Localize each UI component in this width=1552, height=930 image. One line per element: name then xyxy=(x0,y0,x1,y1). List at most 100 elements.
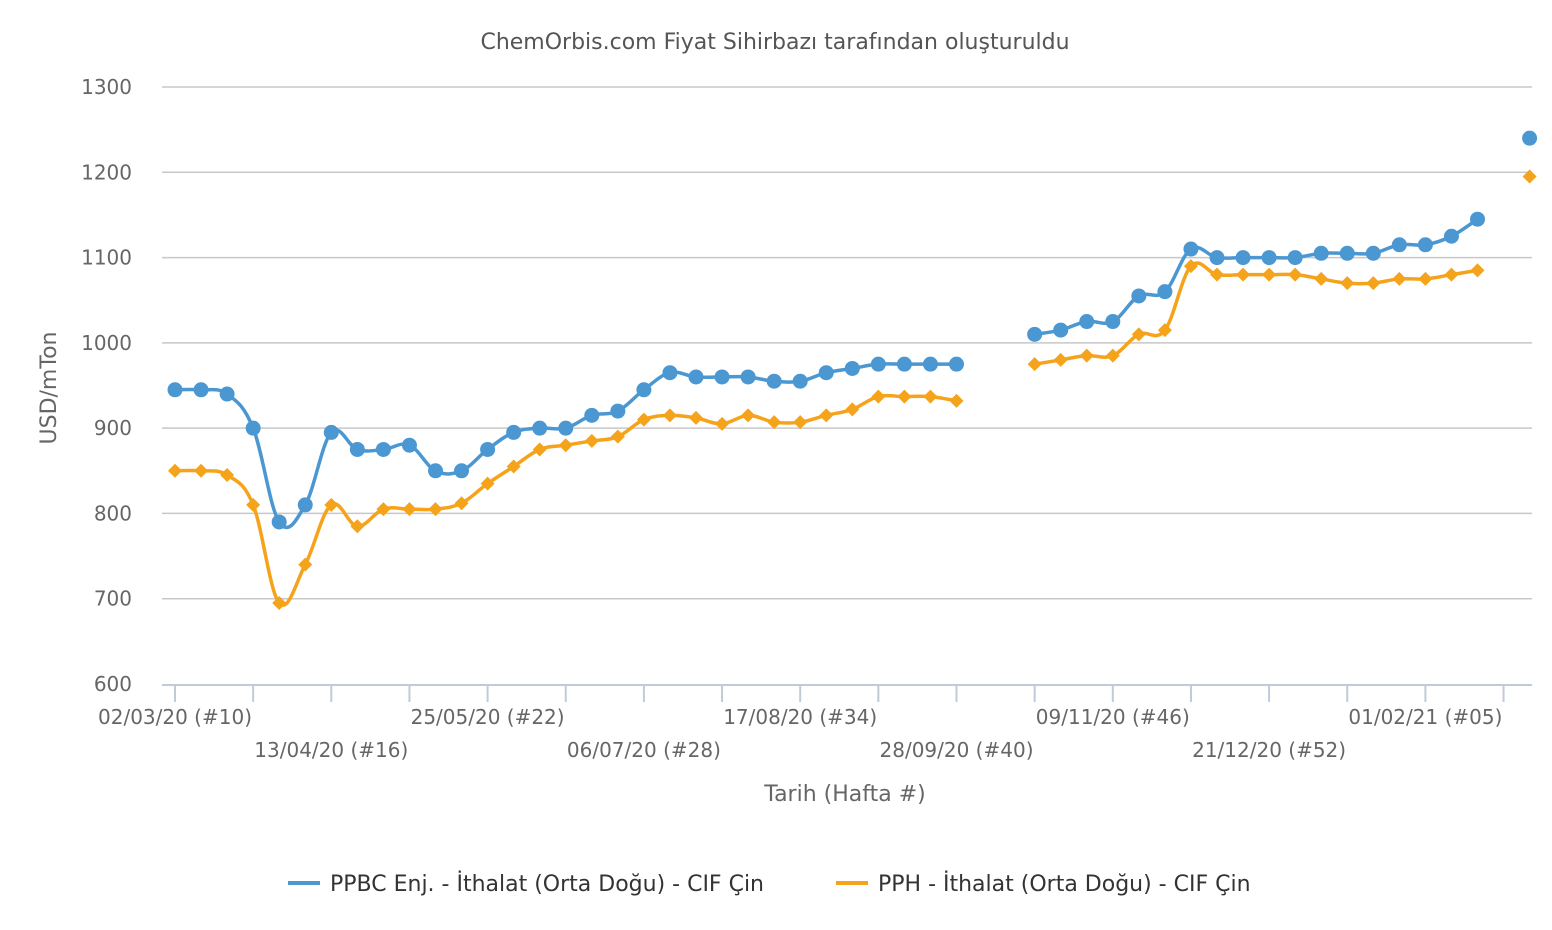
data-point[interactable] xyxy=(1210,267,1224,282)
data-point[interactable] xyxy=(480,441,496,457)
data-point[interactable] xyxy=(454,496,469,511)
data-point[interactable] xyxy=(558,420,574,436)
data-point[interactable] xyxy=(401,437,417,453)
data-point[interactable] xyxy=(871,389,886,404)
data-point[interactable] xyxy=(349,441,365,457)
data-point[interactable] xyxy=(793,415,808,430)
data-point[interactable] xyxy=(1209,250,1225,266)
data-point[interactable] xyxy=(1053,322,1069,338)
data-point[interactable] xyxy=(1236,267,1251,282)
data-point[interactable] xyxy=(1261,250,1277,266)
data-point[interactable] xyxy=(298,557,313,572)
data-point[interactable] xyxy=(1470,211,1485,227)
data-point[interactable] xyxy=(949,393,964,408)
data-point[interactable] xyxy=(324,497,339,512)
data-point[interactable] xyxy=(688,369,704,385)
data-point[interactable] xyxy=(194,463,209,478)
data-point[interactable] xyxy=(1079,314,1095,330)
data-point[interactable] xyxy=(1053,352,1068,367)
data-point[interactable] xyxy=(428,463,443,479)
data-point[interactable] xyxy=(636,412,651,427)
data-point[interactable] xyxy=(1392,271,1407,286)
legend-item-pph[interactable]: PPH - İthalat (Orta Doğu) - CIF Çin xyxy=(836,871,1251,897)
data-point[interactable] xyxy=(1131,327,1146,342)
data-point[interactable] xyxy=(193,382,209,398)
data-point[interactable] xyxy=(1027,357,1042,372)
data-point[interactable] xyxy=(1262,267,1277,282)
data-point[interactable] xyxy=(1288,267,1303,282)
data-point[interactable] xyxy=(167,382,183,398)
data-point[interactable] xyxy=(662,408,677,423)
data-point[interactable] xyxy=(375,441,391,457)
data-point[interactable] xyxy=(1522,130,1538,146)
data-point[interactable] xyxy=(168,463,182,478)
data-point[interactable] xyxy=(323,424,339,440)
data-point[interactable] xyxy=(896,356,912,372)
data-point[interactable] xyxy=(532,442,547,457)
data-point[interactable] xyxy=(1287,250,1303,266)
data-point[interactable] xyxy=(454,463,470,479)
data-point[interactable] xyxy=(1340,276,1355,291)
data-point[interactable] xyxy=(689,410,703,425)
data-point[interactable] xyxy=(1444,267,1459,282)
data-point[interactable] xyxy=(870,356,886,372)
data-point[interactable] xyxy=(1235,250,1251,266)
data-point[interactable] xyxy=(1418,271,1433,286)
data-point[interactable] xyxy=(376,502,391,517)
data-point[interactable] xyxy=(584,433,599,448)
data-point[interactable] xyxy=(1183,241,1199,257)
data-point[interactable] xyxy=(1470,263,1485,278)
data-point[interactable] xyxy=(1313,245,1329,261)
data-point[interactable] xyxy=(1105,314,1121,330)
data-point[interactable] xyxy=(766,373,782,389)
data-point[interactable] xyxy=(715,416,730,431)
data-point[interactable] xyxy=(1027,326,1043,342)
data-point[interactable] xyxy=(844,360,860,376)
data-point[interactable] xyxy=(1079,348,1094,363)
data-point[interactable] xyxy=(402,502,417,517)
data-point[interactable] xyxy=(220,468,235,483)
data-point[interactable] xyxy=(297,497,313,513)
data-point[interactable] xyxy=(767,415,782,430)
legend-item-ppbc[interactable]: PPBC Enj. - İthalat (Orta Doğu) - CIF Çi… xyxy=(288,871,764,897)
data-point[interactable] xyxy=(245,420,261,436)
data-point[interactable] xyxy=(1366,276,1381,291)
data-point[interactable] xyxy=(1183,259,1198,274)
data-point[interactable] xyxy=(584,407,600,423)
data-point[interactable] xyxy=(271,514,287,530)
data-point[interactable] xyxy=(219,386,235,402)
data-point[interactable] xyxy=(350,519,365,534)
data-point[interactable] xyxy=(819,408,834,423)
data-point[interactable] xyxy=(741,408,756,423)
data-point[interactable] xyxy=(610,403,626,419)
data-point[interactable] xyxy=(1314,271,1329,286)
data-point[interactable] xyxy=(1522,169,1537,184)
data-point[interactable] xyxy=(506,459,521,474)
data-point[interactable] xyxy=(532,420,548,436)
data-point[interactable] xyxy=(949,356,964,372)
data-point[interactable] xyxy=(662,365,678,381)
data-point[interactable] xyxy=(1365,245,1381,261)
data-point[interactable] xyxy=(1339,245,1355,261)
data-point[interactable] xyxy=(1105,348,1120,363)
data-point[interactable] xyxy=(428,502,443,517)
data-point[interactable] xyxy=(246,497,261,512)
data-point[interactable] xyxy=(558,438,573,453)
data-point[interactable] xyxy=(610,429,625,444)
data-point[interactable] xyxy=(1391,237,1407,253)
data-point[interactable] xyxy=(1417,237,1433,253)
data-point[interactable] xyxy=(636,382,652,398)
data-point[interactable] xyxy=(1157,323,1172,338)
data-point[interactable] xyxy=(922,356,938,372)
data-point[interactable] xyxy=(506,424,522,440)
data-point[interactable] xyxy=(714,369,730,385)
data-point[interactable] xyxy=(923,389,938,404)
data-point[interactable] xyxy=(1157,284,1173,300)
data-point[interactable] xyxy=(845,402,860,417)
data-point[interactable] xyxy=(1131,288,1147,304)
data-point[interactable] xyxy=(272,595,287,610)
data-point[interactable] xyxy=(792,373,808,389)
data-point[interactable] xyxy=(740,369,756,385)
legend[interactable]: PPBC Enj. - İthalat (Orta Doğu) - CIF Çi… xyxy=(288,871,1251,897)
data-point[interactable] xyxy=(1443,228,1459,244)
